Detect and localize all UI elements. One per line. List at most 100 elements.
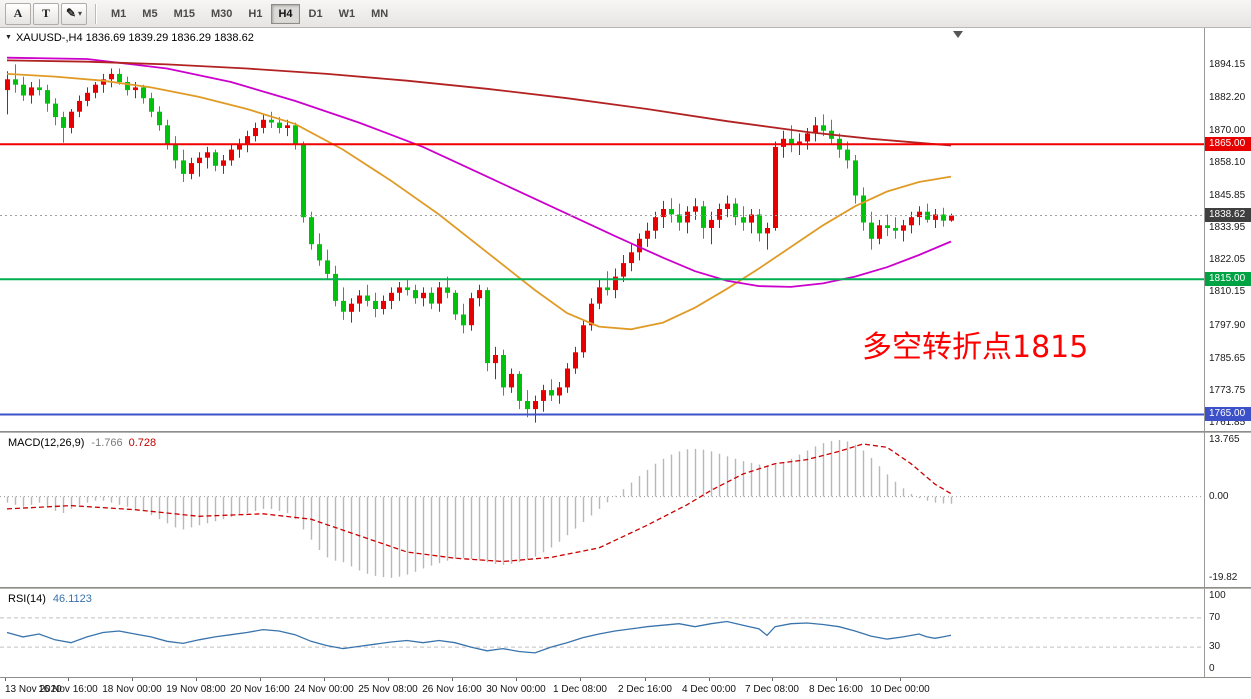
rsi-axis-label: 100 [1209, 590, 1226, 601]
macd-canvas[interactable] [0, 433, 1251, 587]
arrow-tool-button[interactable]: A [5, 2, 31, 25]
current-price-price-badge: 1838.62 [1205, 208, 1251, 222]
panel-separator[interactable] [0, 587, 1251, 589]
candle-body [661, 209, 666, 218]
candle-body [789, 138, 794, 145]
candle-body [429, 292, 434, 304]
candle-body [29, 87, 34, 96]
timeframe-d1-button[interactable]: D1 [302, 4, 330, 24]
candle-body [421, 292, 426, 299]
candle-body [101, 79, 106, 85]
candle-body [757, 214, 762, 234]
price-axis-label: 1773.75 [1209, 385, 1246, 396]
price-axis-label: 1797.90 [1209, 320, 1246, 331]
timeframe-m5-button[interactable]: M5 [135, 4, 164, 24]
candle-body [413, 290, 418, 299]
candle-body [125, 82, 130, 91]
candle-body [589, 303, 594, 326]
rsi-axis-label: 0 [1209, 663, 1215, 674]
candle-body [69, 111, 74, 128]
rsi-line [6, 620, 952, 654]
candle-body [685, 211, 690, 223]
timeframe-m1-button[interactable]: M1 [104, 4, 133, 24]
candle-body [237, 144, 242, 150]
price-axis-label: 1845.85 [1209, 190, 1246, 201]
candle-body [109, 73, 114, 80]
timeframe-w1-button[interactable]: W1 [332, 4, 363, 24]
time-axis-label: 13 Nov 2020 [5, 684, 62, 695]
ma-mid-line [6, 56, 952, 288]
candle-body [621, 263, 626, 277]
candle-body [221, 160, 226, 166]
time-tick [260, 678, 261, 681]
candle-body [613, 276, 618, 291]
candle-body [373, 300, 378, 309]
candle-body [605, 287, 610, 291]
candle-body [509, 373, 514, 388]
time-axis-label: 8 Dec 16:00 [809, 684, 863, 695]
time-tick [388, 678, 389, 681]
price-chart-canvas[interactable] [0, 28, 1251, 431]
timeframe-group: M1 M5 M15 M30 H1 H4 D1 W1 MN [103, 3, 396, 24]
candle-body [341, 300, 346, 312]
price-chart-panel[interactable]: ▼ XAUUSD-,H4 1836.69 1839.29 1836.29 1838… [0, 28, 1251, 431]
time-tick [709, 678, 710, 681]
candle-body [517, 373, 522, 401]
rsi-title: RSI(14) [8, 593, 46, 605]
candle-body [389, 292, 394, 301]
candle-body [493, 355, 498, 364]
price-axis-label: 1761.85 [1209, 417, 1246, 428]
candle-body [773, 146, 778, 228]
text-tool-button[interactable]: T [33, 2, 59, 25]
rsi-panel[interactable]: RSI(14) 46.1123 [0, 589, 1251, 677]
timeframe-m15-button[interactable]: M15 [167, 4, 202, 24]
time-axis[interactable]: 13 Nov 2020 16 Nov 16:00 18 Nov 00:00 19 No… [0, 677, 1251, 699]
candle-body [845, 149, 850, 161]
chart-shift-marker-icon[interactable] [953, 31, 963, 38]
candle-body [933, 214, 938, 220]
macd-panel[interactable]: MACD(12,26,9) -1.766 0.728 [0, 433, 1251, 587]
time-tick [196, 678, 197, 681]
candle-body [13, 79, 18, 85]
macd-axis-label: -19.82 [1209, 572, 1238, 583]
timeframe-h1-button[interactable]: H1 [241, 4, 269, 24]
candle-body [365, 295, 370, 301]
candle-body [189, 163, 194, 174]
panel-separator[interactable] [0, 431, 1251, 433]
candle-body [285, 125, 290, 128]
candle-body [917, 211, 922, 218]
candle-body [357, 295, 362, 304]
candle-body [37, 87, 42, 91]
time-tick [516, 678, 517, 681]
timeframe-m30-button[interactable]: M30 [204, 4, 239, 24]
dropdown-arrow-icon: ▾ [78, 9, 83, 18]
candle-body [733, 203, 738, 218]
macd-signal-value: 0.728 [128, 437, 157, 449]
candle-body [165, 125, 170, 145]
draw-tool-button[interactable]: ✎ ▾ [61, 2, 87, 25]
timeframe-mn-button[interactable]: MN [364, 4, 395, 24]
candle-body [637, 238, 642, 253]
candle-body [405, 287, 410, 291]
candle-body [653, 217, 658, 231]
rsi-axis-label: 30 [1209, 641, 1221, 652]
time-axis-label: 10 Dec 00:00 [870, 684, 930, 695]
candle-body [317, 244, 322, 261]
candle-body [581, 325, 586, 353]
candle-body [629, 252, 634, 264]
price-axis-label: 1858.10 [1209, 157, 1246, 168]
candle-body [749, 214, 754, 223]
candle-body [325, 260, 330, 274]
timeframe-h4-button[interactable]: H4 [271, 3, 300, 24]
rsi-canvas[interactable] [0, 589, 1251, 677]
candle-body [309, 217, 314, 245]
candle-body [797, 141, 802, 145]
toolbar-separator [95, 3, 96, 24]
candle-body [349, 303, 354, 312]
candle-body [893, 228, 898, 231]
time-tick [580, 678, 581, 681]
candle-body [397, 287, 402, 293]
candle-body [813, 125, 818, 134]
chart-annotation-text[interactable]: 多空转折点1815 [862, 330, 1089, 365]
